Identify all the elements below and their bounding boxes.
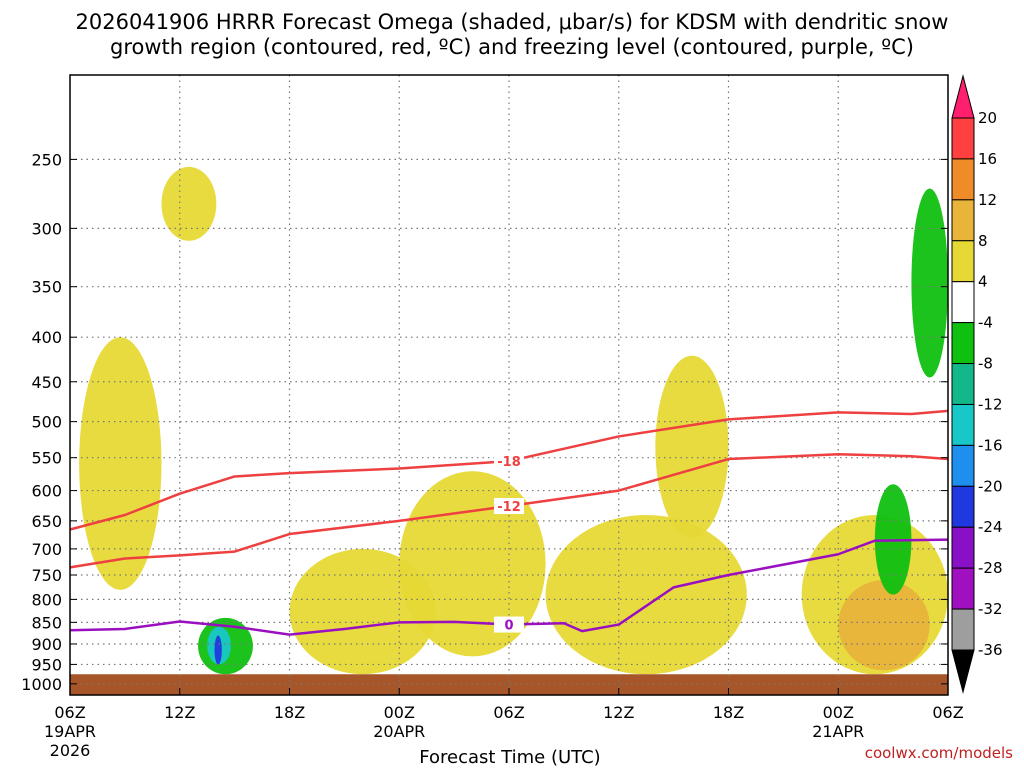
colorbar-bottom-arrow [951,649,975,694]
y-tick-label-250: 250 [31,150,62,169]
contour-line-0 [69,409,949,531]
x-year-label-0: 2026 [50,741,91,760]
y-tick-label-800: 800 [31,590,62,609]
contour-label-bg-2 [494,616,524,633]
plot-area [70,75,948,695]
omega-region-1 [161,166,217,241]
chart-title-line1: 2026041906 HRRR Forecast Omega (shaded, … [76,10,949,34]
y-tick-label-700: 700 [31,540,62,559]
colorbar-label-5: -4 [978,314,993,332]
x-tick-label-30: 12Z [603,703,634,722]
x-tick-label-12: 18Z [274,703,305,722]
omega-region-12 [214,635,222,665]
omega-region-4 [545,514,747,675]
colorbar-label-4: 4 [978,273,988,291]
colorbar-segment-8 [951,444,975,487]
y-tick-label-400: 400 [31,328,62,347]
colorbar-segment-12 [951,608,975,651]
x-tick-label-48: 06Z [932,703,963,722]
omega-region-7 [838,580,930,671]
colorbar-label-0: 20 [978,109,997,127]
y-tick-label-600: 600 [31,482,62,501]
colorbar-label-10: -24 [978,518,1003,536]
colorbar-label-13: -36 [978,641,1003,659]
colorbar-label-2: 12 [978,191,997,209]
colorbar-segment-3 [951,240,975,283]
y-tick-label-350: 350 [31,278,62,297]
y-tick-label-450: 450 [31,373,62,392]
colorbar-segment-4 [951,281,975,324]
colorbar-label-1: 16 [978,150,997,168]
contour-line-1 [69,452,949,569]
colorbar: 20 16 12 8 4 -4 -8 -12 -16 -20 -24 -28 -32 -36 [951,74,1003,694]
contour-label-bg-1 [494,498,524,515]
contour-label-bg-0 [494,453,524,470]
colorbar-segment-1 [951,158,975,201]
colorbar-segment-6 [951,363,975,405]
x-date-label-42: 21APR [812,722,864,741]
chart-title-line2: growth region (contoured, red, ºC) and f… [110,35,914,59]
x-tick-label-42: 00Z [823,703,854,722]
x-tick-label-0: 06Z [54,703,85,722]
y-tick-label-500: 500 [31,413,62,432]
colorbar-segment-11 [951,567,975,610]
omega-region-3 [399,471,546,657]
x-tick-label-6: 12Z [164,703,195,722]
x-axis-label: Forecast Time (UTC) [419,747,600,768]
x-tick-label-24: 06Z [493,703,524,722]
colorbar-segment-7 [951,403,975,446]
omega-region-0 [79,337,162,590]
y-tick-label-900: 900 [31,635,62,654]
x-tick-label-36: 18Z [713,703,744,722]
colorbar-label-9: -20 [978,477,1003,495]
omega-region-9 [911,188,948,378]
contours: -18 -12 0 [69,409,949,636]
axes: 250 300 350 400 450 500 550 600 650 700 750 800 850 9… [21,74,964,760]
contour-label-2: 0 [504,619,513,634]
colorbar-label-7: -12 [978,395,1003,413]
colorbar-top-arrow [951,74,975,119]
y-tick-label-550: 550 [31,449,62,468]
y-tick-label-1000: 1000 [21,675,62,694]
colorbar-label-11: -28 [978,559,1003,577]
colorbar-segment-2 [951,199,975,242]
colorbar-label-6: -8 [978,355,993,373]
colorbar-segment-0 [951,117,975,160]
x-tick-label-18: 00Z [384,703,415,722]
contour-label-1: -12 [497,500,521,515]
colorbar-label-12: -32 [978,600,1003,618]
grid-lines [70,75,948,695]
colorbar-segment-9 [951,485,975,528]
contour-label-0: -18 [497,455,521,470]
omega-region-5 [655,355,729,538]
y-tick-label-750: 750 [31,566,62,585]
colorbar-segment-10 [951,526,975,569]
y-tick-label-650: 650 [31,512,62,531]
y-tick-label-950: 950 [31,655,62,674]
credit-text: coolwx.com/models [865,744,1013,762]
x-date-label-18: 20APR [373,722,425,741]
colorbar-label-8: -16 [978,436,1003,454]
x-date-label-0: 19APR [44,722,96,741]
colorbar-label-3: 8 [978,232,988,250]
colorbar-segment-5 [951,322,975,365]
y-tick-label-850: 850 [31,613,62,632]
y-tick-label-300: 300 [31,219,62,238]
